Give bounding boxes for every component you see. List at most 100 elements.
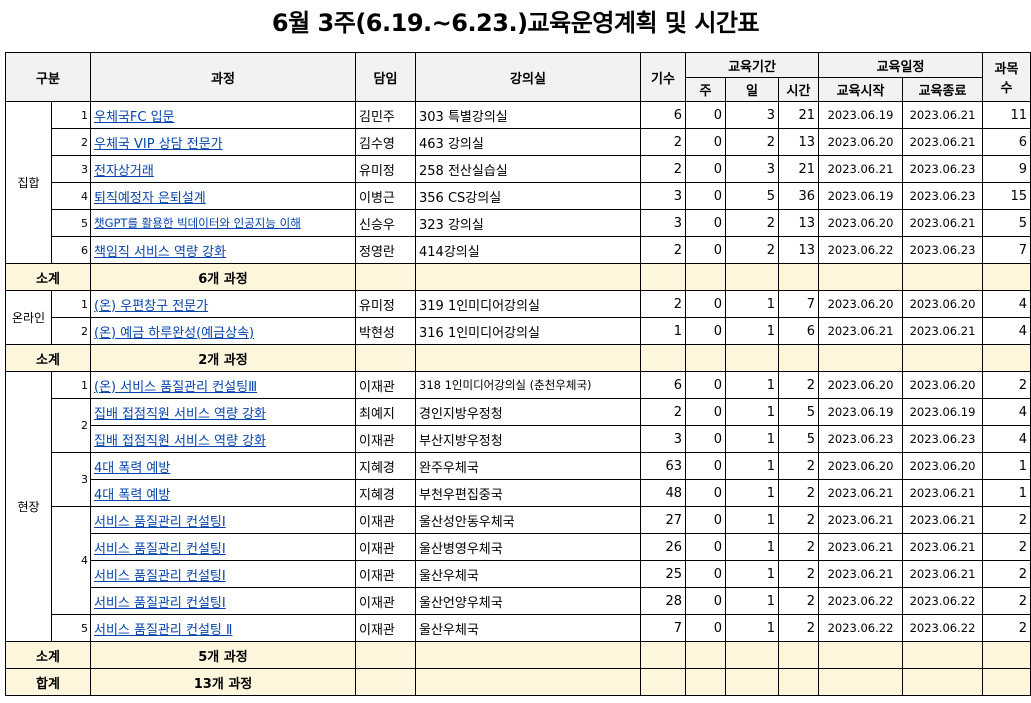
course-link-cell: 퇴직예정자 은퇴설계: [90, 182, 356, 210]
days: 1: [725, 506, 779, 534]
course-link[interactable]: 책임직 서비스 역량 강화: [94, 244, 226, 260]
days: 1: [725, 425, 779, 453]
subtotal-row: 소계 2개 과정: [5, 344, 1031, 372]
days: 1: [725, 614, 779, 642]
room: 경인지방우정청: [415, 398, 641, 426]
subject-count: 2: [982, 587, 1031, 615]
subject-count: 11: [982, 101, 1031, 129]
days: 3: [725, 155, 779, 183]
subtotal-row: 소계 5개 과정: [5, 641, 1031, 669]
table-row: 4대 폭력 예방 지혜경 부천우편집중국 48 0 1 2 2023.06.21…: [6, 479, 1031, 507]
start-date: 2023.06.19: [818, 182, 903, 210]
course-link[interactable]: 4대 폭력 예방: [94, 487, 171, 503]
end-date: 2023.06.20: [902, 371, 983, 399]
subject-count: 4: [982, 317, 1031, 345]
header-course: 과정: [90, 52, 356, 102]
start-date: 2023.06.20: [818, 209, 903, 237]
course-link-cell: 집배 접점직원 서비스 역량 강화: [90, 398, 356, 426]
weeks: 0: [685, 290, 726, 318]
instructor: 이재관: [355, 614, 416, 642]
course-link[interactable]: 서비스 품질관리 컨설팅Ⅰ: [94, 541, 226, 557]
header-week: 주: [685, 77, 726, 102]
row-number: 4: [51, 506, 91, 615]
hours: 5: [778, 398, 819, 426]
course-link[interactable]: 서비스 품질관리 컨설팅 Ⅱ: [94, 622, 233, 638]
table-row: 2 (온) 예금 하루완성(예금상속) 박현성 316 1인미디어강의실 1 0…: [6, 317, 1031, 345]
room: 316 1인미디어강의실: [415, 317, 641, 345]
days: 2: [725, 128, 779, 156]
course-link[interactable]: 서비스 품질관리 컨설팅Ⅰ: [94, 595, 226, 611]
instructor: 정영란: [355, 236, 416, 264]
course-link[interactable]: 서비스 품질관리 컨설팅Ⅰ: [94, 514, 226, 530]
days: 1: [725, 398, 779, 426]
row-number: 5: [51, 209, 91, 237]
room: 318 1인미디어강의실 (춘천우체국): [415, 371, 641, 399]
schedule-table: 구분 과정 담임 강의실 기수 교육기간 교육일정 과목 수 주 일 시간 교육시…: [5, 52, 1031, 696]
cohort: 2: [640, 398, 686, 426]
subject-count: 15: [982, 182, 1031, 210]
subject-count: 7: [982, 236, 1031, 264]
header-subjects-line1: 과목: [994, 62, 1019, 77]
start-date: 2023.06.20: [818, 290, 903, 318]
cohort: 1: [640, 317, 686, 345]
start-date: 2023.06.22: [818, 614, 903, 642]
room: 258 전산실습실: [415, 155, 641, 183]
hours: 36: [778, 182, 819, 210]
group-name: 집합: [5, 101, 52, 264]
start-date: 2023.06.19: [818, 398, 903, 426]
start-date: 2023.06.20: [818, 371, 903, 399]
course-link-cell: 서비스 품질관리 컨설팅Ⅰ: [90, 560, 356, 588]
hours: 2: [778, 452, 819, 480]
hours: 21: [778, 101, 819, 129]
subject-count: 6: [982, 128, 1031, 156]
course-link[interactable]: 집배 접점직원 서비스 역량 강화: [94, 433, 267, 449]
end-date: 2023.06.23: [902, 182, 983, 210]
subject-count: 2: [982, 371, 1031, 399]
end-date: 2023.06.20: [902, 290, 983, 318]
course-link-cell: 서비스 품질관리 컨설팅Ⅰ: [90, 533, 356, 561]
cohort: 2: [640, 290, 686, 318]
course-link[interactable]: 퇴직예정자 은퇴설계: [94, 190, 206, 206]
weeks: 0: [685, 614, 726, 642]
cohort: 26: [640, 533, 686, 561]
course-link[interactable]: 우체국 VIP 상담 전문가: [94, 136, 223, 152]
cohort: 6: [640, 101, 686, 129]
course-link[interactable]: 전자상거래: [94, 163, 154, 179]
course-link[interactable]: (온) 서비스 품질관리 컨설팅Ⅲ: [94, 379, 258, 395]
end-date: 2023.06.21: [902, 128, 983, 156]
course-link[interactable]: (온) 예금 하루완성(예금상속): [94, 325, 255, 341]
end-date: 2023.06.23: [902, 425, 983, 453]
cohort: 2: [640, 155, 686, 183]
instructor: 이재관: [355, 371, 416, 399]
course-link-cell: 서비스 품질관리 컨설팅 Ⅱ: [90, 614, 356, 642]
hours: 13: [778, 209, 819, 237]
row-number: 3: [51, 155, 91, 183]
course-link-cell: 4대 폭력 예방: [90, 479, 356, 507]
start-date: 2023.06.21: [818, 506, 903, 534]
subject-count: 4: [982, 425, 1031, 453]
group-name: 현장: [5, 371, 52, 642]
hours: 2: [778, 506, 819, 534]
end-date: 2023.06.22: [902, 614, 983, 642]
course-link[interactable]: 서비스 품질관리 컨설팅Ⅰ: [94, 568, 226, 584]
instructor: 이재관: [355, 425, 416, 453]
course-link-cell: 우체국 VIP 상담 전문가: [90, 128, 356, 156]
end-date: 2023.06.23: [902, 236, 983, 264]
weeks: 0: [685, 371, 726, 399]
course-link[interactable]: 4대 폭력 예방: [94, 460, 171, 476]
instructor: 이재관: [355, 533, 416, 561]
weeks: 0: [685, 506, 726, 534]
cohort: 25: [640, 560, 686, 588]
instructor: 김수영: [355, 128, 416, 156]
course-link[interactable]: 집배 접점직원 서비스 역량 강화: [94, 406, 267, 422]
course-link[interactable]: (온) 우편창구 전문가: [94, 298, 209, 314]
course-link[interactable]: 챗GPT를 활용한 빅데이터와 인공지능 이해: [94, 216, 301, 230]
table-row: 4 퇴직예정자 은퇴설계 이병근 356 CS강의실 3 0 5 36 2023…: [6, 182, 1031, 210]
header-category: 구분: [5, 52, 91, 102]
subtotal-value: 5개 과정: [90, 641, 356, 669]
hours: 21: [778, 155, 819, 183]
table-row: 서비스 품질관리 컨설팅Ⅰ 이재관 울산우체국 25 0 1 2 2023.06…: [6, 560, 1031, 588]
row-number: 1: [51, 290, 91, 318]
end-date: 2023.06.21: [902, 533, 983, 561]
course-link[interactable]: 우체국FC 입문: [94, 109, 175, 125]
